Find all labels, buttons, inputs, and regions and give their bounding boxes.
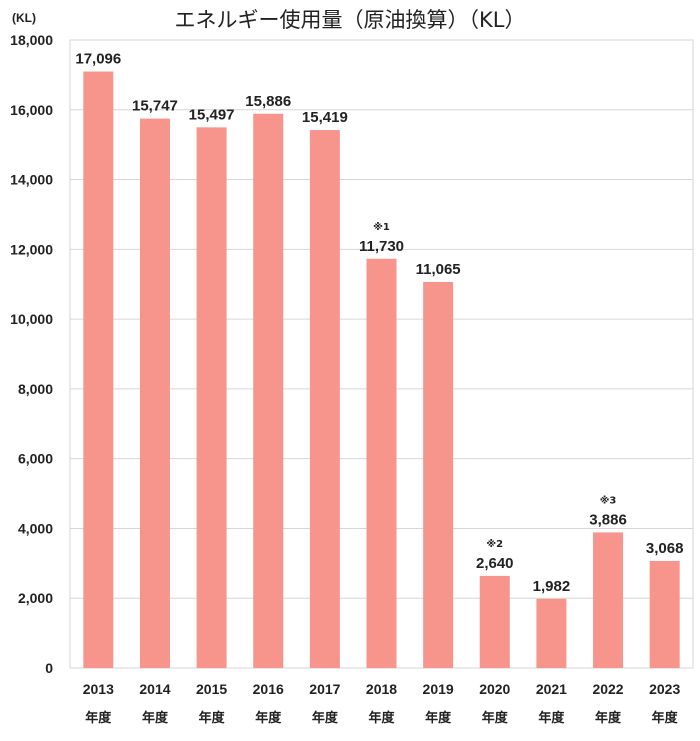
y-axis-ticks: 0 2,000 4,000 6,000 8,000 10,000 12,000 14,000 1…	[10, 32, 53, 676]
bar-series	[83, 71, 680, 669]
data-label: 15,747	[132, 98, 178, 115]
x-tick-suffix: 年度	[312, 710, 339, 726]
bar	[139, 118, 170, 668]
bar	[196, 127, 227, 668]
bar	[536, 598, 567, 668]
x-tick-label: 2014	[139, 681, 170, 697]
x-tick-suffix: 年度	[199, 710, 226, 726]
footnote-marker: ※1	[373, 221, 390, 233]
x-tick-suffix: 年度	[652, 710, 679, 726]
bar	[366, 258, 397, 668]
x-tick-label: 2021	[536, 681, 567, 697]
bar	[253, 113, 284, 668]
y-tick-label: 2,000	[18, 590, 53, 606]
x-tick-suffix: 年度	[255, 710, 282, 726]
x-tick-label: 2022	[592, 681, 623, 697]
data-label: 2,640	[476, 555, 514, 572]
data-label: 1,982	[533, 578, 571, 595]
bar	[309, 130, 340, 668]
y-tick-label: 10,000	[10, 311, 53, 327]
x-axis-ticks: 2013 年度 2014 年度 2015 年度 2016 年度 2017 年度 2018 年度 2019…	[83, 681, 681, 726]
x-tick-suffix: 年度	[595, 710, 622, 726]
y-tick-label: 12,000	[10, 241, 53, 257]
x-tick-suffix: 年度	[538, 710, 565, 726]
y-tick-label: 0	[45, 660, 53, 676]
data-label: 15,886	[245, 93, 291, 110]
y-tick-label: 16,000	[10, 102, 53, 118]
y-axis-unit-label: (KL)	[12, 11, 36, 25]
x-tick-suffix: 年度	[482, 710, 509, 726]
data-label: 15,497	[189, 106, 235, 123]
y-tick-label: 8,000	[18, 381, 53, 397]
data-label: 17,096	[75, 51, 121, 68]
x-tick-label: 2017	[309, 681, 340, 697]
footnote-marker: ※2	[486, 538, 503, 550]
x-tick-label: 2018	[366, 681, 397, 697]
footnote-marker: ※3	[600, 494, 617, 506]
x-tick-label: 2023	[649, 681, 680, 697]
data-label: 3,886	[589, 511, 627, 528]
x-tick-suffix: 年度	[425, 710, 452, 726]
y-tick-label: 18,000	[10, 32, 53, 48]
bar	[83, 71, 114, 669]
y-tick-label: 6,000	[18, 451, 53, 467]
y-tick-label: 4,000	[18, 520, 53, 536]
x-tick-label: 2020	[479, 681, 510, 697]
data-label: 11,730	[359, 238, 404, 255]
data-label: 15,419	[302, 109, 348, 126]
data-labels: 17,096 15,747 15,497 15,886 15,419 11,730 ※1 11…	[75, 51, 683, 595]
bar	[649, 560, 680, 668]
x-tick-suffix: 年度	[142, 710, 169, 726]
y-tick-label: 14,000	[10, 172, 53, 188]
x-tick-suffix: 年度	[368, 710, 395, 726]
bar	[423, 281, 454, 668]
data-label: 11,065	[416, 261, 461, 278]
bar	[479, 575, 510, 668]
x-tick-label: 2019	[423, 681, 454, 697]
x-tick-label: 2015	[196, 681, 227, 697]
x-tick-label: 2013	[83, 681, 114, 697]
bar	[593, 532, 624, 668]
x-tick-label: 2016	[253, 681, 284, 697]
chart-title: エネルギー使用量（原油換算）（KL）	[175, 8, 526, 32]
data-label: 3,068	[646, 540, 684, 557]
x-tick-suffix: 年度	[85, 710, 112, 726]
